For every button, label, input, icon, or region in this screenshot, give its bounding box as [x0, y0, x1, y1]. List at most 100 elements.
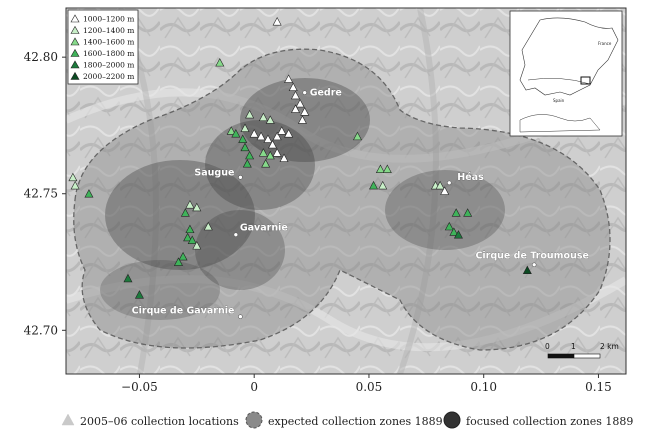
collection-point [288, 82, 298, 92]
collection-point [444, 221, 454, 231]
collection-point [178, 251, 188, 261]
y-tick-label: 42.75 [24, 187, 58, 201]
expected-collection-zones [73, 48, 611, 351]
collection-point [440, 186, 450, 195]
place-marker [302, 90, 307, 95]
collection-point [123, 273, 133, 283]
place-marker [238, 175, 243, 180]
place-label: Gavarnie [240, 223, 288, 234]
inset-north-africa [519, 114, 601, 133]
y-tick-label: 42.80 [24, 50, 58, 64]
collection-point [192, 240, 202, 250]
elevation-legend: 1000–1200 m 1200–1400 m 1400–1600 m 1600–18… [67, 9, 139, 85]
collection-point [249, 129, 259, 138]
collection-point [238, 134, 248, 143]
collection-point [277, 126, 287, 135]
collection-point [272, 131, 282, 141]
x-tick-label: −0.05 [121, 380, 158, 394]
collection-point [203, 221, 213, 231]
inset-coastline [519, 17, 619, 96]
collection-point [187, 235, 197, 244]
collection-point [300, 107, 310, 116]
collection-point [375, 164, 385, 173]
collection-point [265, 150, 275, 160]
scale-label-2km: 2 km [600, 342, 619, 351]
axes: −0.05 0 0.05 0.10 0.15 42.80 42.75 42.70 [24, 50, 612, 394]
x-tick-label: 0.10 [470, 380, 497, 394]
x-tick-label: 0.15 [585, 380, 612, 394]
collection-point [70, 180, 80, 190]
place-label: Héas [457, 172, 484, 183]
place-label: Cirque de Gavarnie [132, 306, 235, 317]
legend-expected-zones: expected collection zones 1889 [268, 415, 443, 428]
place-marker [531, 262, 537, 267]
elevation-legend-icon [70, 14, 80, 23]
place-marker [233, 232, 239, 237]
collection-point [226, 126, 236, 135]
elevation-legend-label: 1600–1800 m [83, 49, 134, 58]
collection-point [258, 112, 268, 122]
collection-point [268, 139, 278, 149]
collection-point [352, 131, 362, 141]
collection-point [284, 129, 294, 138]
collection-point [297, 115, 307, 124]
collection-point [245, 150, 255, 160]
place-marker [238, 314, 243, 319]
elevation-legend-icon [70, 48, 80, 57]
collection-point [435, 180, 445, 190]
collection-point [463, 208, 473, 217]
collection-point [369, 180, 379, 190]
bottom-legend: 2005–06 collection locations expected co… [61, 411, 633, 429]
collection-point [291, 104, 301, 113]
expected-zone-legend-icon [245, 411, 263, 429]
y-tick-label: 42.70 [24, 323, 58, 337]
collection-point [265, 115, 275, 124]
scale-label-1: 1 [571, 342, 576, 351]
collection-point [284, 74, 294, 83]
collection-point [258, 148, 268, 157]
collection-point [185, 224, 195, 234]
map-frame [65, 7, 627, 375]
scale-label-0: 0 [545, 342, 550, 351]
collection-point [295, 98, 305, 108]
collection-point [183, 232, 193, 242]
collection-point [522, 265, 532, 275]
collection-point [378, 180, 388, 190]
collection-point [240, 123, 250, 132]
collection-point [231, 129, 241, 138]
inset-study-area-box [580, 76, 591, 85]
inset-label-spain: Spain [553, 98, 565, 103]
collection-point [68, 172, 78, 182]
legend-focused-zones: focused collection zones 1889 [466, 415, 633, 428]
collection-point [261, 159, 271, 168]
collection-point [84, 189, 94, 198]
collection-point [185, 200, 195, 209]
collection-point [240, 142, 250, 152]
inset-label-france: France [598, 41, 612, 46]
inset-border [527, 77, 591, 85]
elevation-legend-label: 2000–2200 m [83, 72, 134, 81]
collection-point [263, 134, 273, 143]
x-tick-label: 0 [250, 380, 258, 394]
collection-point [451, 208, 461, 217]
collection-point [272, 148, 282, 157]
legend-collection-locations: 2005–06 collection locations [80, 415, 239, 428]
place-labels: Gedre Saugue Héas Gavarnie Cirque de Troumou… [131, 87, 589, 319]
inset-map: France Spain [509, 10, 623, 137]
elevation-legend-label: 1200–1400 m [83, 26, 134, 35]
collection-point [256, 131, 266, 141]
elevation-legend-label: 1800–2000 m [83, 61, 134, 70]
focused-zone-legend-icon [443, 411, 461, 429]
collection-point [245, 109, 255, 119]
scale-bar: 0 1 2 km [545, 342, 619, 359]
place-label: Gedre [310, 88, 342, 99]
collection-point [382, 164, 392, 173]
elevation-legend-icon [70, 25, 80, 34]
collection-point [291, 90, 301, 100]
collection-point [453, 230, 463, 239]
collection-point [134, 290, 144, 299]
collection-point [449, 227, 459, 236]
place-label: Saugue [194, 167, 234, 178]
collection-location-legend-icon [61, 413, 75, 426]
collection-point [272, 17, 282, 26]
